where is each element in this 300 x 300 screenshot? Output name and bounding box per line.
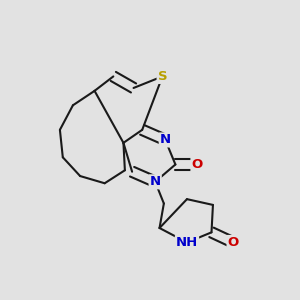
Text: N: N	[150, 175, 161, 188]
Text: N: N	[160, 134, 171, 146]
Text: NH: NH	[176, 236, 198, 249]
Text: O: O	[227, 236, 239, 249]
Text: S: S	[158, 70, 167, 83]
Text: O: O	[191, 158, 203, 171]
